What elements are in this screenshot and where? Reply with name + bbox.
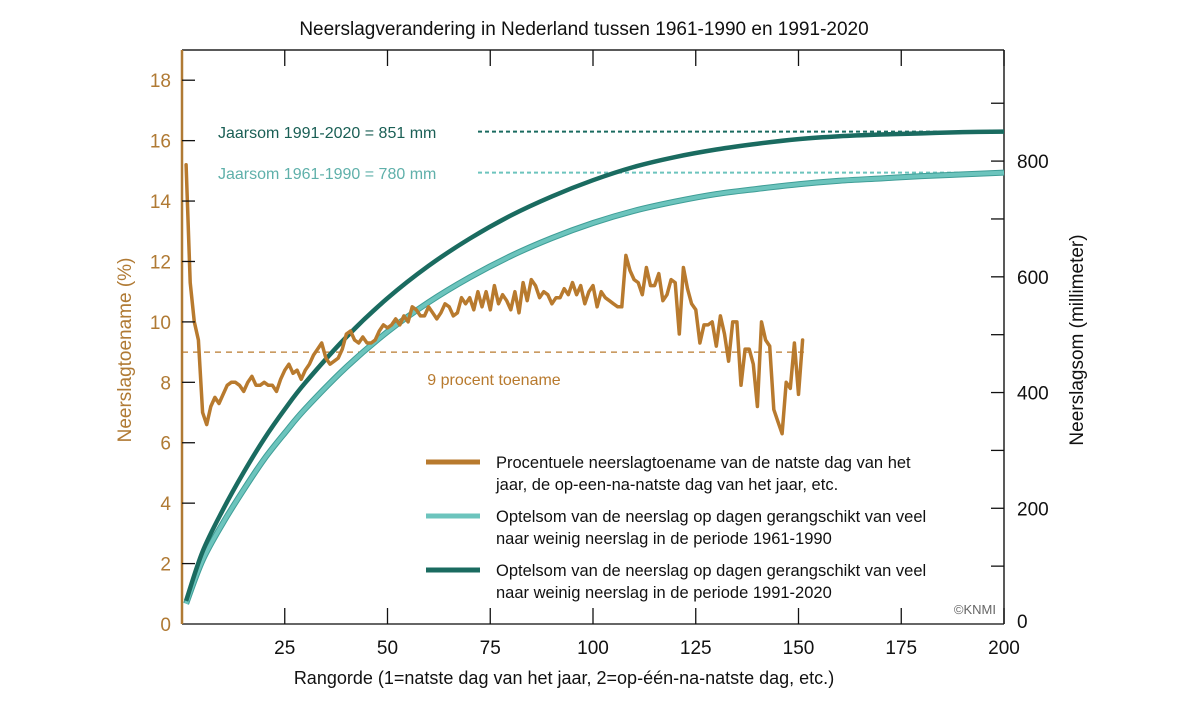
legend-item-3-line1: Optelsom van de neerslag op dagen gerang… xyxy=(496,562,926,580)
legend-item-1-line1: Procentuele neerslagtoename van de natst… xyxy=(496,454,911,472)
legend-item-2-line2: naar weinig neerslag in de periode 1961-… xyxy=(496,530,832,548)
y-left-tick-label: 14 xyxy=(150,192,172,213)
chart-title: Neerslagverandering in Nederland tussen … xyxy=(299,19,868,40)
x-tick-label: 25 xyxy=(274,638,295,659)
annotation-1961-1990: Jaarsom 1961-1990 = 780 mm xyxy=(218,166,436,183)
y-left-tick-label: 4 xyxy=(160,494,171,515)
annotation-9-percent: 9 procent toename xyxy=(427,372,561,389)
y-left-tick-label: 2 xyxy=(160,555,171,576)
y-left-tick-label: 18 xyxy=(150,71,171,92)
series-increase-line xyxy=(184,163,805,436)
y-axis-right-label: Neerslagsom (millimeter) xyxy=(1067,234,1088,445)
x-axis-label: Rangorde (1=natste dag van het jaar, 2=o… xyxy=(294,668,834,688)
y-left-tick-label: 10 xyxy=(150,313,171,334)
x-tick-label: 100 xyxy=(577,638,609,659)
y-right-tick-label: 600 xyxy=(1017,268,1049,289)
ticks: 0 2 4 6 8 10 12 14 16 18 0 200 400 600 800 25 50 75 100 125… xyxy=(150,50,1049,659)
x-tick-label: 200 xyxy=(988,638,1020,659)
y-left-tick-label: 6 xyxy=(160,434,171,455)
legend-item-3-line2: naar weinig neerslag in de periode 1991-… xyxy=(496,584,832,602)
x-tick-label: 125 xyxy=(680,638,712,659)
y-axis-left-label: Neerslagtoename (%) xyxy=(115,258,136,443)
legend: Procentuele neerslagtoename van de natst… xyxy=(426,454,926,602)
x-tick-label: 50 xyxy=(377,638,398,659)
y-right-tick-label: 800 xyxy=(1017,152,1049,173)
y-right-tick-label: 200 xyxy=(1017,499,1049,520)
y-right-tick-label: 400 xyxy=(1017,384,1049,405)
legend-item-2-line1: Optelsom van de neerslag op dagen gerang… xyxy=(496,508,926,526)
y-left-tick-label: 0 xyxy=(160,615,171,636)
x-tick-label: 150 xyxy=(783,638,815,659)
y-right-tick-label: 0 xyxy=(1017,612,1028,633)
annotation-1991-2020: Jaarsom 1991-2020 = 851 mm xyxy=(218,125,436,142)
y-left-tick-label: 16 xyxy=(150,132,171,153)
y-left-tick-label: 12 xyxy=(150,252,171,273)
x-tick-label: 75 xyxy=(480,638,501,659)
x-tick-label: 175 xyxy=(885,638,917,659)
reference-lines xyxy=(182,130,1004,353)
legend-item-1-line2: jaar, de op-een-na-natste dag van het ja… xyxy=(495,476,838,494)
y-left-tick-label: 8 xyxy=(160,373,171,394)
copyright: ©KNMI xyxy=(954,602,996,617)
series-1991-2020-line xyxy=(183,129,1005,602)
series-1961-1990-line xyxy=(184,170,1005,605)
series-layer xyxy=(183,129,1005,605)
